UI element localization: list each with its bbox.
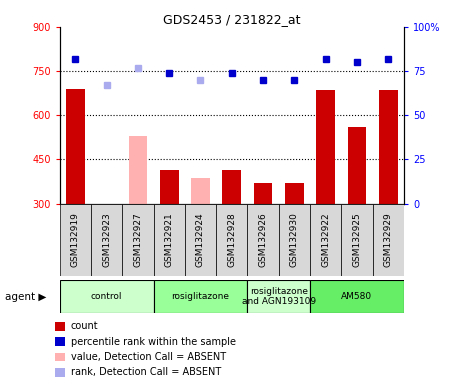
- Text: GSM132929: GSM132929: [384, 213, 393, 267]
- Bar: [91, 204, 122, 276]
- Bar: [341, 204, 373, 276]
- Bar: [154, 280, 247, 313]
- Bar: [316, 90, 335, 204]
- Text: GSM132925: GSM132925: [353, 213, 362, 267]
- Text: GSM132927: GSM132927: [134, 213, 142, 267]
- Bar: [310, 280, 404, 313]
- Bar: [247, 204, 279, 276]
- Title: GDS2453 / 231822_at: GDS2453 / 231822_at: [163, 13, 301, 26]
- Bar: [60, 280, 154, 313]
- Text: AM580: AM580: [341, 292, 373, 301]
- Bar: [285, 183, 304, 204]
- Bar: [154, 204, 185, 276]
- Text: GSM132919: GSM132919: [71, 213, 80, 267]
- Bar: [60, 204, 91, 276]
- Bar: [122, 204, 154, 276]
- Bar: [129, 136, 147, 204]
- Text: GSM132930: GSM132930: [290, 213, 299, 267]
- Text: percentile rank within the sample: percentile rank within the sample: [71, 337, 236, 347]
- Text: GSM132922: GSM132922: [321, 213, 330, 267]
- Text: value, Detection Call = ABSENT: value, Detection Call = ABSENT: [71, 352, 226, 362]
- Text: rank, Detection Call = ABSENT: rank, Detection Call = ABSENT: [71, 367, 221, 377]
- Bar: [55, 338, 65, 346]
- Bar: [247, 280, 310, 313]
- Bar: [55, 322, 65, 331]
- Text: GSM132928: GSM132928: [227, 213, 236, 267]
- Text: rosiglitazone
and AGN193109: rosiglitazone and AGN193109: [242, 287, 316, 306]
- Bar: [185, 204, 216, 276]
- Text: GSM132923: GSM132923: [102, 213, 111, 267]
- Bar: [216, 204, 247, 276]
- Bar: [347, 127, 366, 204]
- Text: agent ▶: agent ▶: [5, 291, 46, 302]
- Bar: [191, 179, 210, 204]
- Bar: [66, 89, 85, 204]
- Text: count: count: [71, 321, 99, 331]
- Text: GSM132921: GSM132921: [165, 213, 174, 267]
- Text: GSM132926: GSM132926: [258, 213, 268, 267]
- Bar: [223, 170, 241, 204]
- Bar: [160, 170, 179, 204]
- Bar: [373, 204, 404, 276]
- Text: GSM132924: GSM132924: [196, 213, 205, 267]
- Bar: [55, 353, 65, 361]
- Bar: [379, 90, 397, 204]
- Text: rosiglitazone: rosiglitazone: [172, 292, 230, 301]
- Bar: [310, 204, 341, 276]
- Bar: [254, 183, 273, 204]
- Bar: [279, 204, 310, 276]
- Text: control: control: [91, 292, 123, 301]
- Bar: [55, 368, 65, 377]
